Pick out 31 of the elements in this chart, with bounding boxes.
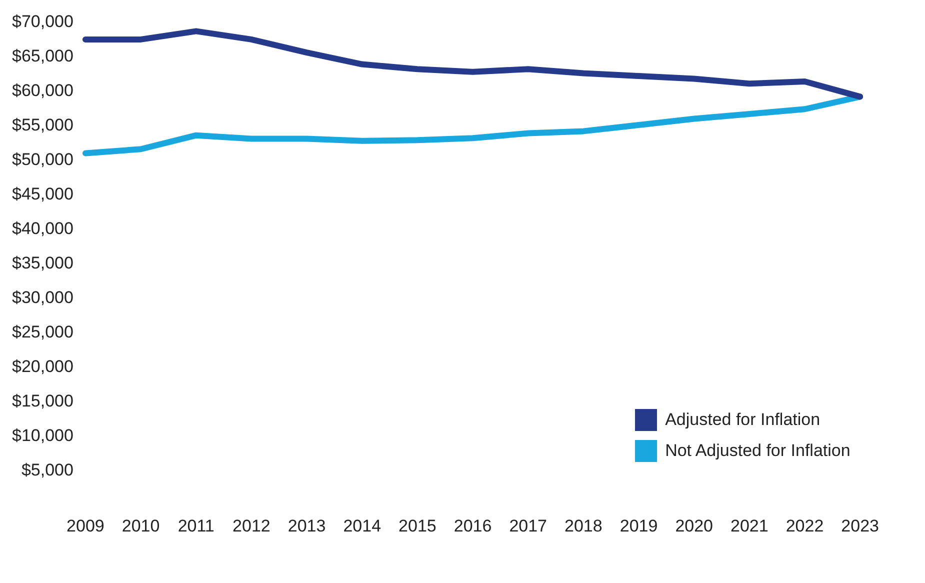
y-tick-label: $20,000 <box>12 356 74 376</box>
x-tick-label: 2023 <box>841 516 880 536</box>
legend-label: Not Adjusted for Inflation <box>665 441 850 462</box>
x-tick-label: 2014 <box>343 516 382 536</box>
y-tick-label: $10,000 <box>12 426 74 445</box>
x-tick-label: 2015 <box>398 516 436 536</box>
x-tick-label: 2020 <box>675 516 714 536</box>
legend-label: Adjusted for Inflation <box>665 410 820 430</box>
y-tick-label: $70,000 <box>12 12 74 31</box>
y-tick-label: $65,000 <box>12 46 74 66</box>
x-tick-label: 2017 <box>509 516 548 536</box>
y-tick-label: $50,000 <box>12 150 74 169</box>
y-tick-label: $40,000 <box>12 218 74 238</box>
y-tick-label: $25,000 <box>12 322 74 342</box>
y-tick-label: $55,000 <box>12 115 74 134</box>
y-tick-label: $60,000 <box>12 80 74 100</box>
x-tick-label: 2013 <box>288 516 326 536</box>
x-tick-label: 2012 <box>232 516 270 536</box>
x-tick-label: 2010 <box>122 516 160 536</box>
y-tick-label: $30,000 <box>12 288 74 307</box>
x-tick-label: 2019 <box>620 516 658 536</box>
x-tick-label: 2018 <box>564 516 602 536</box>
y-tick-label: $15,000 <box>12 391 74 410</box>
y-tick-label: $45,000 <box>12 184 74 204</box>
y-tick-label: $5,000 <box>21 460 74 480</box>
x-tick-label: 2011 <box>178 516 214 536</box>
x-tick-label: 2021 <box>730 516 768 536</box>
x-tick-label: 2016 <box>454 516 492 536</box>
y-tick-label: $35,000 <box>12 253 74 272</box>
x-tick-label: 2009 <box>66 516 104 536</box>
x-tick-label: 2022 <box>786 516 824 536</box>
